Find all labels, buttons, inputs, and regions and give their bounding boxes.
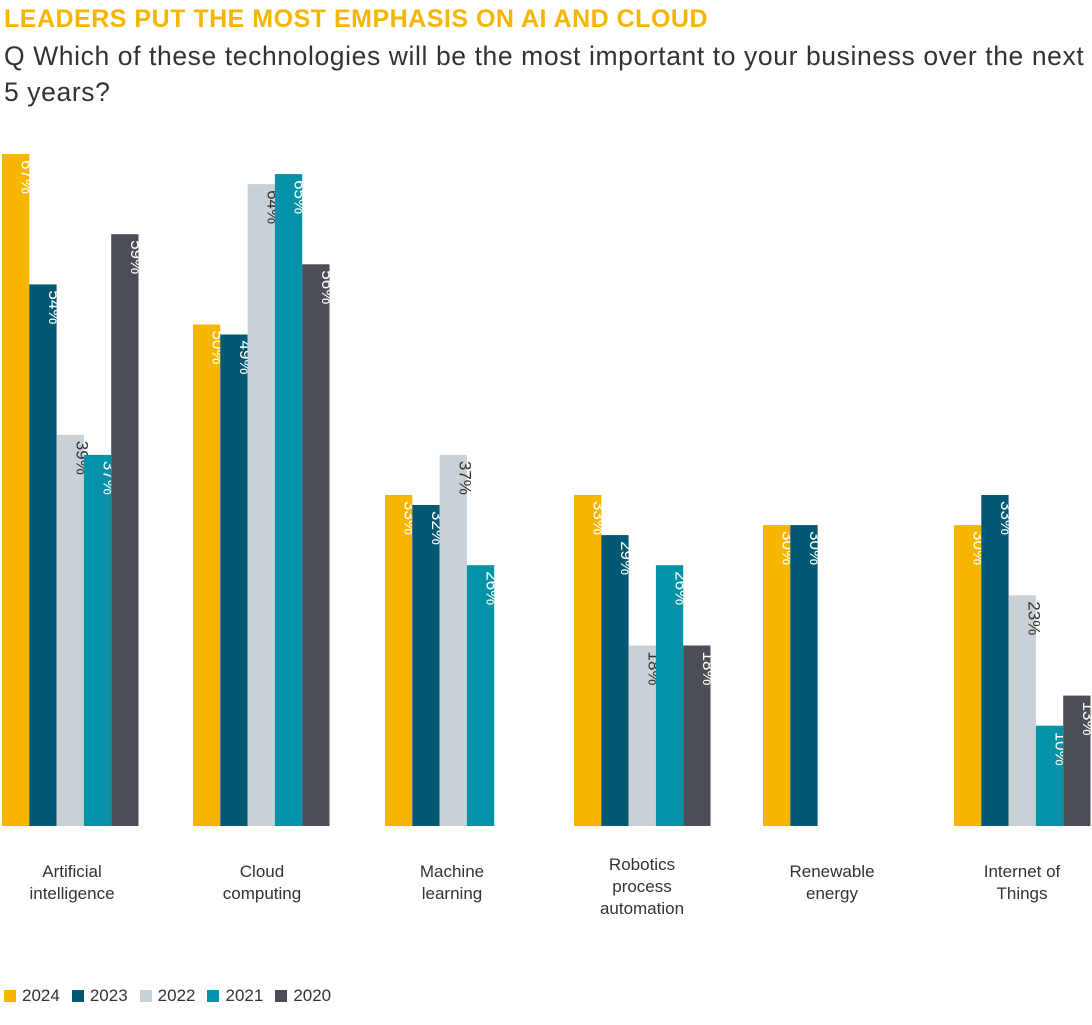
bar-2020 xyxy=(111,234,139,826)
legend-label: 2023 xyxy=(89,986,128,1005)
category-label: Internet of Things xyxy=(984,862,1061,903)
legend-label: 2022 xyxy=(157,986,196,1005)
bar-value-label: 54% xyxy=(45,290,64,324)
bar-2021 xyxy=(655,565,684,826)
bar-value-label: 29% xyxy=(617,541,636,575)
legend-item-2022: 2022 xyxy=(139,986,196,1006)
bar-2021 xyxy=(1035,725,1064,826)
legend-item-2021: 2021 xyxy=(207,986,263,1006)
bar-value-label: 30% xyxy=(806,531,825,565)
bar-value-label: 56% xyxy=(318,270,337,304)
bar-group: 67%54%39%37%59% xyxy=(2,154,146,826)
bar-2023 xyxy=(29,284,57,826)
bar-group: 33% 32%37%26% xyxy=(385,454,502,826)
bar-2022 xyxy=(1008,595,1036,826)
bar-value-label: 33% xyxy=(997,501,1016,535)
chart-subtitle: Q Which of these technologies will be th… xyxy=(4,41,1085,107)
bar-2023 xyxy=(981,495,1009,826)
bar-value-label: 59% xyxy=(127,240,146,274)
legend-label: 2021 xyxy=(225,986,264,1005)
bar-2023 xyxy=(220,334,248,826)
bar-value-label: 65% xyxy=(291,180,310,214)
legend-swatch xyxy=(4,990,16,1002)
bar-group: 30%33%23%10%13% xyxy=(954,495,1092,826)
category-label: Robotics process automation xyxy=(600,855,684,918)
bar-2020 xyxy=(1063,695,1091,826)
bar-group: 30% 30% xyxy=(763,525,825,826)
category-label: Renewable energy xyxy=(789,862,874,903)
bar-2022 xyxy=(247,184,275,827)
bar-value-label: 67% xyxy=(18,160,37,194)
bar-value-label: 23% xyxy=(1024,601,1043,635)
legend-item-2020: 2020 xyxy=(275,986,331,1006)
bar-2020 xyxy=(683,645,711,826)
bar-2024 xyxy=(954,525,982,826)
bar-2023 xyxy=(790,525,818,826)
legend-label: 2020 xyxy=(293,986,332,1005)
chart-title: LEADERS PUT THE MOST EMPHASIS ON AI AND … xyxy=(4,5,709,33)
category-label: Machine learning xyxy=(420,862,484,903)
legend-item-2023: 2023 xyxy=(71,986,128,1006)
bar-group: 33%29%18%26%18% xyxy=(574,495,718,826)
bar-2022 xyxy=(628,645,656,826)
bar-2021 xyxy=(274,174,303,827)
bar-2024 xyxy=(763,525,791,826)
bar-value-label: 37% xyxy=(455,461,474,495)
bar-value-label: 33% xyxy=(590,501,609,535)
legend-swatch xyxy=(139,990,152,1002)
category-label: Cloud computing xyxy=(223,862,301,903)
bar-2023 xyxy=(601,535,629,826)
bar-2020 xyxy=(302,264,330,826)
bar-value-label: 26% xyxy=(483,571,502,605)
bar-2021 xyxy=(466,565,495,826)
bar-group: 50% 49%64% 65%56% xyxy=(193,174,337,827)
bar-2024 xyxy=(193,324,221,826)
bar-2021 xyxy=(83,454,112,826)
bar-value-label: 18% xyxy=(699,652,718,686)
legend-swatch xyxy=(71,990,84,1002)
bar-2022 xyxy=(439,454,467,826)
bar-value-label: 13% xyxy=(1079,702,1092,736)
bar-2024 xyxy=(574,495,602,826)
bar-2024 xyxy=(2,154,30,826)
legend-label: 2024 xyxy=(22,986,60,1005)
legend: 2024 2023 2022 2021 2020 xyxy=(4,984,343,1008)
category-label: Artificial intelligence xyxy=(29,862,114,903)
legend-swatch xyxy=(275,990,288,1002)
bar-2024 xyxy=(385,495,413,826)
legend-swatch xyxy=(207,990,220,1002)
bar-value-label: 26% xyxy=(672,571,691,605)
legend-item-2024: 2024 xyxy=(4,986,60,1006)
bar-2022 xyxy=(56,434,84,826)
bar-2023 xyxy=(412,505,440,826)
